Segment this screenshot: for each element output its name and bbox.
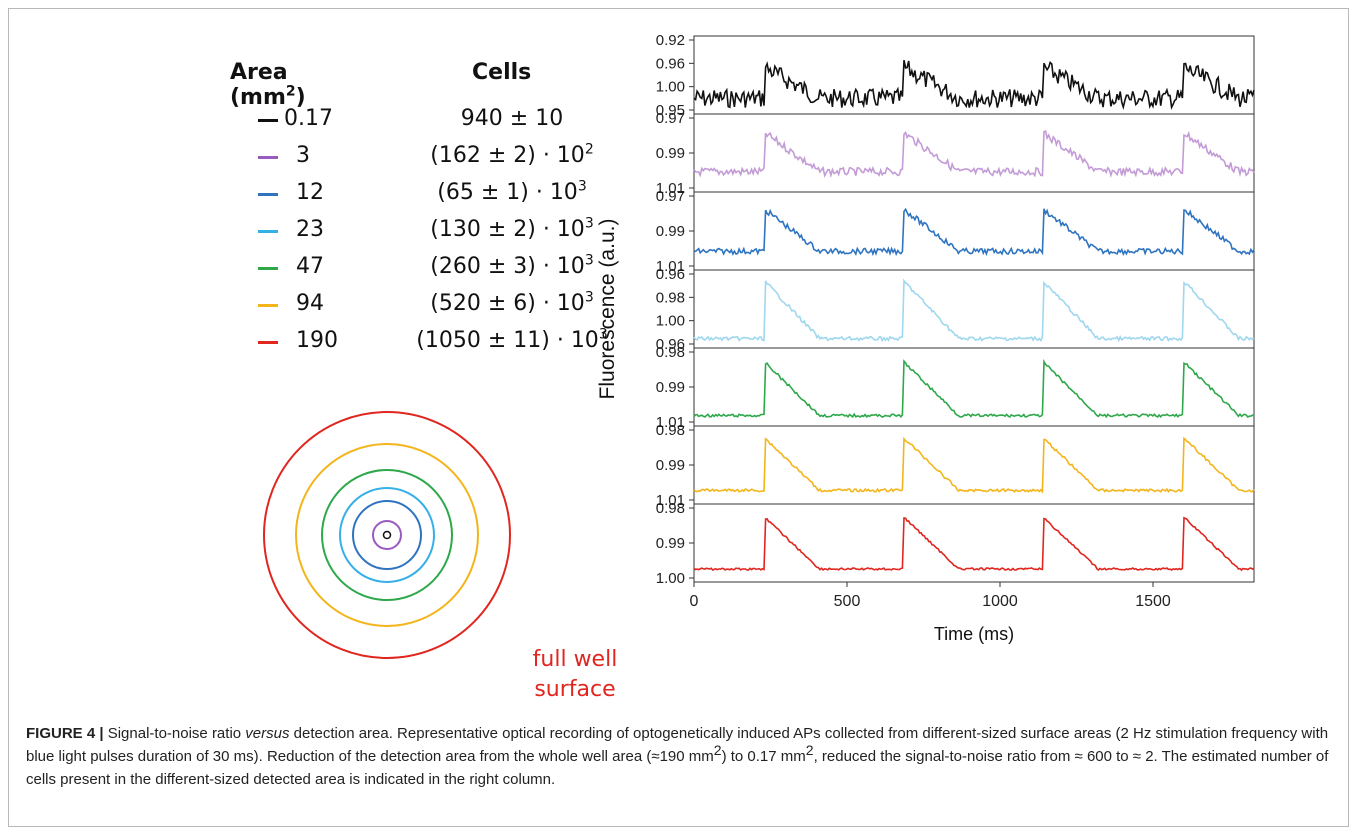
ytick-label-3-3: 0.96 (656, 336, 685, 353)
ytick-label-6-0: 0.98 (656, 500, 685, 517)
ytick-label-6-1: 0.99 (656, 535, 685, 552)
circle-94 (295, 443, 479, 627)
legend-cells-3: (130 ± 2) · 103 (430, 215, 594, 242)
ytick-label-2-0: 0.97 (656, 188, 685, 205)
legend-cells-4: (260 ± 3) · 103 (430, 252, 594, 279)
ytick-label-0-3: 0.95 (656, 102, 685, 119)
ytick-label-0-1: 0.96 (656, 55, 685, 72)
ytick-label-0-2: 1.00 (656, 79, 685, 96)
ytick-label-3-2: 1.00 (656, 313, 685, 330)
ytick-label-5-1: 0.99 (656, 457, 685, 474)
legend-area-6: 190 (296, 328, 338, 353)
area-header: Area (mm2) (230, 60, 306, 110)
full-well-line1: full well (532, 647, 618, 672)
trace-6 (693, 516, 1255, 572)
ytick-label-5-2: 1.01 (656, 492, 685, 509)
legend-area-3: 23 (296, 217, 324, 242)
legend-area-2: 12 (296, 180, 324, 205)
trace-0 (693, 59, 1255, 110)
ytick-label-4-0: 0.98 (656, 344, 685, 361)
legend-area-0: 0.17 (284, 106, 333, 131)
legend-area-1: 3 (296, 143, 310, 168)
ytick-label-0-0: 0.92 (656, 32, 685, 49)
xtick-label-3: 1500 (1135, 593, 1171, 610)
y-axis-label: Fluorescence (a.u.) (596, 219, 619, 400)
legend-swatch-4 (258, 267, 278, 270)
circle-0-17 (382, 530, 392, 540)
caption-label: FIGURE 4 | (26, 725, 104, 742)
legend-swatch-6 (258, 341, 278, 344)
figure-caption: FIGURE 4 | Signal-to-noise ratio versus … (26, 725, 1329, 788)
ytick-label-1-0: 0.97 (656, 110, 685, 127)
ytick-label-5-0: 0.98 (656, 422, 685, 439)
trace-2 (693, 207, 1255, 257)
trace-3 (693, 278, 1255, 343)
detection-area-circles (263, 411, 511, 659)
ytick-label-4-2: 1.01 (656, 414, 685, 431)
panel-frame-2 (693, 191, 1255, 271)
fluorescence-traces-chart: 0.920.961.000.950.970.991.010.970.991.01… (596, 32, 1255, 644)
legend-cells-1: (162 ± 2) · 102 (430, 141, 594, 168)
legend-cells-0: 940 ± 10 (460, 106, 564, 131)
figure-frame (8, 8, 1349, 827)
ytick-label-4-1: 0.99 (656, 379, 685, 396)
circle-3 (372, 520, 402, 550)
trace-1 (693, 130, 1255, 179)
xtick-label-2: 1000 (982, 593, 1018, 610)
circle-12 (352, 500, 422, 570)
xtick-label-1: 500 (834, 593, 861, 610)
panel-frame-1 (693, 113, 1255, 193)
legend-cells-6: (1050 ± 11) · 103 (416, 326, 608, 353)
legend-swatch-3 (258, 230, 278, 233)
legend-area-5: 94 (296, 291, 324, 316)
legend-cells-2: (65 ± 1) · 103 (437, 178, 587, 205)
cells-header: Cells (472, 60, 532, 85)
ytick-label-1-1: 0.99 (656, 145, 685, 162)
full-well-label: full well surface (510, 645, 640, 705)
circle-23 (339, 487, 435, 583)
x-axis-label: Time (ms) (934, 624, 1014, 644)
legend-swatch-2 (258, 193, 278, 196)
legend-swatch-0 (258, 119, 278, 122)
legend-swatch-1 (258, 156, 278, 159)
legend-cells-5: (520 ± 6) · 103 (430, 289, 594, 316)
ytick-label-3-0: 0.96 (656, 266, 685, 283)
trace-5 (693, 436, 1255, 494)
ytick-label-3-1: 0.98 (656, 289, 685, 306)
legend-area-4: 47 (296, 254, 324, 279)
full-well-line2: surface (534, 677, 616, 702)
ytick-label-6-2: 1.00 (656, 570, 685, 587)
ytick-label-2-2: 1.01 (656, 258, 685, 275)
ytick-label-1-2: 1.01 (656, 180, 685, 197)
xtick-label-0: 0 (690, 593, 699, 610)
circle-190 (263, 411, 511, 659)
circle-47 (321, 469, 453, 601)
ytick-label-2-1: 0.99 (656, 223, 685, 240)
legend-swatch-5 (258, 304, 278, 307)
panel-frame-3 (693, 269, 1255, 349)
trace-4 (693, 358, 1255, 419)
